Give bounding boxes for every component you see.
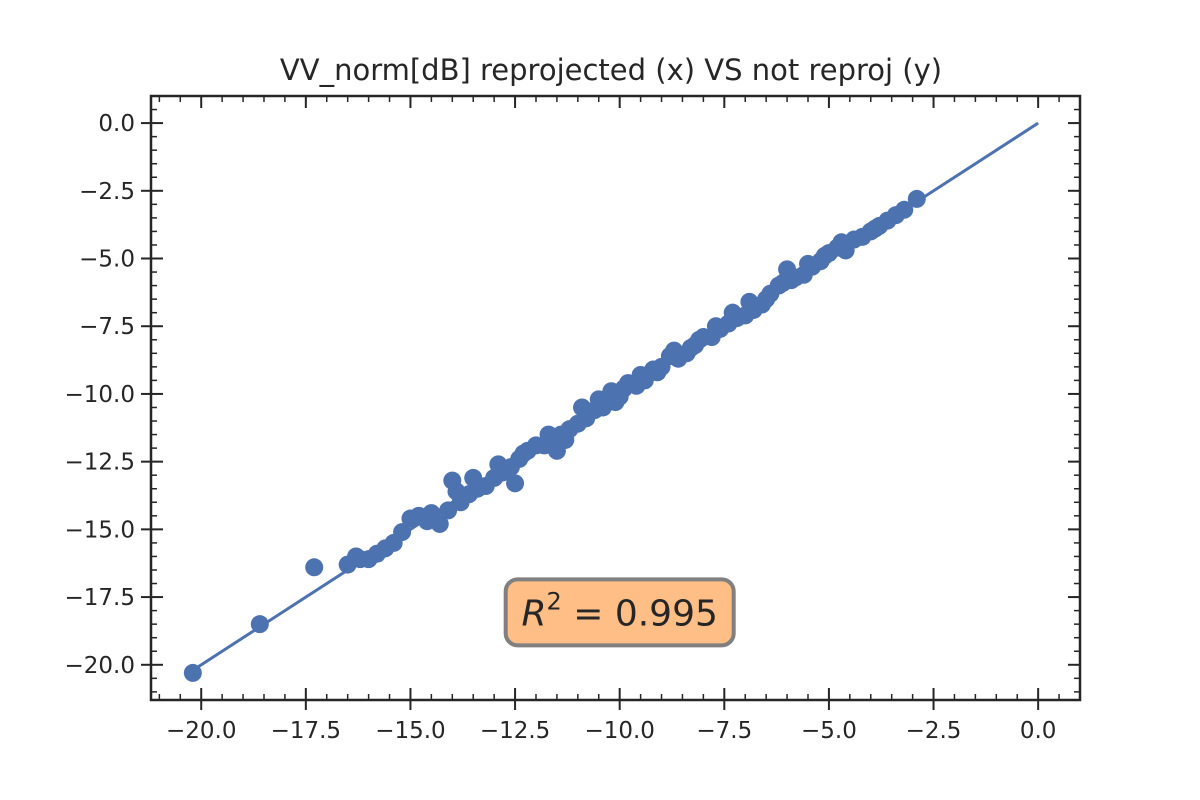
data-point bbox=[393, 523, 412, 542]
data-point bbox=[250, 615, 269, 634]
data-point bbox=[865, 219, 884, 238]
x-tick-label: 0.0 bbox=[1020, 718, 1057, 744]
data-point bbox=[648, 363, 667, 382]
data-point bbox=[757, 290, 776, 309]
data-point bbox=[489, 455, 508, 474]
annotation-r: R bbox=[521, 593, 546, 634]
data-point bbox=[547, 441, 566, 460]
data-point bbox=[773, 273, 792, 292]
y-tick-label: −10.0 bbox=[65, 382, 135, 408]
x-tick-label: −12.5 bbox=[480, 718, 550, 744]
data-point bbox=[706, 317, 725, 336]
x-tick-labels: −20.0 −17.5 −15.0 −12.5 −10.0 −7.5 −5.0 −2.5 0.0 bbox=[166, 718, 1056, 744]
x-tick-label: −17.5 bbox=[271, 718, 341, 744]
y-tick-label: −5.0 bbox=[79, 247, 135, 273]
data-point bbox=[447, 482, 466, 501]
x-tick-label: −15.0 bbox=[375, 718, 445, 744]
data-point bbox=[464, 468, 483, 487]
annotation-box bbox=[503, 577, 736, 648]
annotation-superscript: 2 bbox=[546, 587, 561, 615]
data-point bbox=[740, 292, 759, 311]
x-tick-label: −7.5 bbox=[696, 718, 752, 744]
data-point bbox=[723, 303, 742, 322]
data-point bbox=[606, 393, 625, 412]
data-point bbox=[573, 398, 592, 417]
data-point bbox=[614, 379, 633, 398]
data-point bbox=[506, 474, 525, 493]
data-point bbox=[815, 246, 834, 265]
data-point bbox=[631, 365, 650, 384]
data-point bbox=[305, 558, 324, 577]
data-point bbox=[665, 341, 684, 360]
y-tick-label: −15.0 bbox=[65, 517, 135, 543]
x-tick-label: −2.5 bbox=[906, 718, 962, 744]
data-point bbox=[514, 444, 533, 463]
data-point bbox=[907, 189, 926, 208]
y-tick-label: −2.5 bbox=[79, 179, 135, 205]
data-point bbox=[832, 233, 851, 252]
plot-frame bbox=[149, 94, 1082, 702]
data-point bbox=[539, 425, 558, 444]
y-tick-label: −7.5 bbox=[79, 314, 135, 340]
major-ticks bbox=[141, 96, 1080, 710]
data-point bbox=[798, 254, 817, 273]
chart-title: VV_norm[dB] reprojected (x) VS not repro… bbox=[280, 53, 942, 87]
y-tick-labels: 0.0 −2.5 −5.0 −7.5 −10.0 −12.5 −15.0 −17.5 −20.0 bbox=[65, 111, 135, 679]
x-tick-label: −5.0 bbox=[801, 718, 857, 744]
data-point bbox=[895, 200, 914, 219]
annotation-text: R2 = 0.995 bbox=[521, 587, 717, 634]
x-tick-label: −20.0 bbox=[166, 718, 236, 744]
y-tick-label: −20.0 bbox=[65, 653, 135, 679]
y-tick-label: −12.5 bbox=[65, 450, 135, 476]
data-point bbox=[589, 390, 608, 409]
annotation-value: = 0.995 bbox=[562, 593, 718, 634]
y-tick-label: −17.5 bbox=[65, 585, 135, 611]
r-squared-annotation: R2 = 0.995 bbox=[503, 577, 736, 648]
data-point bbox=[183, 663, 202, 682]
data-point bbox=[422, 504, 441, 523]
data-point bbox=[690, 330, 709, 349]
data-point bbox=[347, 547, 366, 566]
x-tick-label: −10.0 bbox=[584, 718, 654, 744]
y-tick-label: 0.0 bbox=[98, 111, 135, 137]
scatter-points bbox=[183, 189, 926, 682]
